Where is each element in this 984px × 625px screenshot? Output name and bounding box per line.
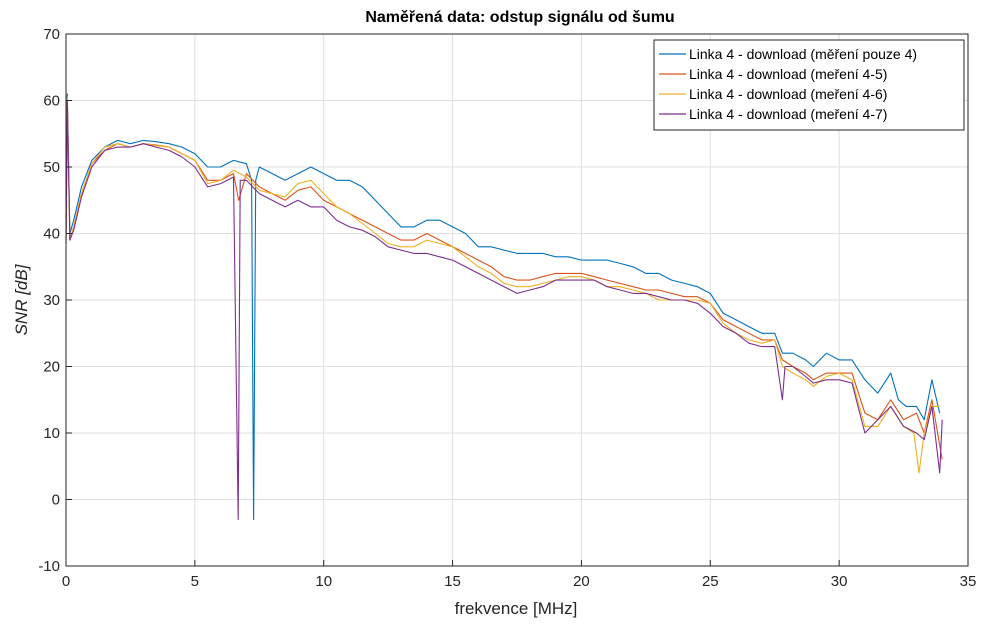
x-axis-label: frekvence [MHz] xyxy=(455,599,578,618)
y-axis-ticks: -10 0 10 20 30 40 50 60 70 xyxy=(38,26,72,575)
y-axis-label: SNR [dB] xyxy=(12,263,31,335)
y-tick-label: 50 xyxy=(43,159,60,176)
series-line-4 xyxy=(65,99,943,521)
y-tick-label: 20 xyxy=(43,359,60,376)
series-line-3 xyxy=(65,96,940,474)
series-line-1 xyxy=(65,93,941,521)
legend-entry-label: Linka 4 - download (meření 4-6) xyxy=(689,86,887,102)
x-tick-label: 35 xyxy=(960,573,977,590)
x-tick-label: 5 xyxy=(191,573,199,590)
y-tick-label: 40 xyxy=(43,226,60,243)
x-tick-label: 15 xyxy=(444,573,461,590)
x-tick-label: 0 xyxy=(62,573,70,590)
series-layer xyxy=(65,93,943,521)
x-tick-label: 30 xyxy=(831,573,848,590)
legend-entry-label: Linka 4 - download (meření 4-5) xyxy=(689,66,887,82)
x-tick-label: 10 xyxy=(315,573,332,590)
legend-entry-label: Linka 4 - download (meření 4-7) xyxy=(689,106,887,122)
legend-box xyxy=(653,39,965,131)
y-tick-label: 70 xyxy=(43,26,60,43)
y-tick-label: 60 xyxy=(43,93,60,110)
y-tick-label: -10 xyxy=(38,558,60,575)
y-tick-label: 10 xyxy=(43,425,60,442)
x-tick-label: 20 xyxy=(573,573,590,590)
y-tick-label: 0 xyxy=(52,492,60,509)
legend: Linka 4 - download (měření pouze 4) Linka… xyxy=(653,39,965,131)
y-tick-label: 30 xyxy=(43,292,60,309)
chart-title: Naměřená data: odstup signálu od šumu xyxy=(365,9,674,26)
x-tick-label: 25 xyxy=(702,573,719,590)
x-axis-ticks: 0 5 10 15 20 25 30 35 xyxy=(62,560,977,590)
legend-entry-label: Linka 4 - download (měření pouze 4) xyxy=(689,46,917,62)
